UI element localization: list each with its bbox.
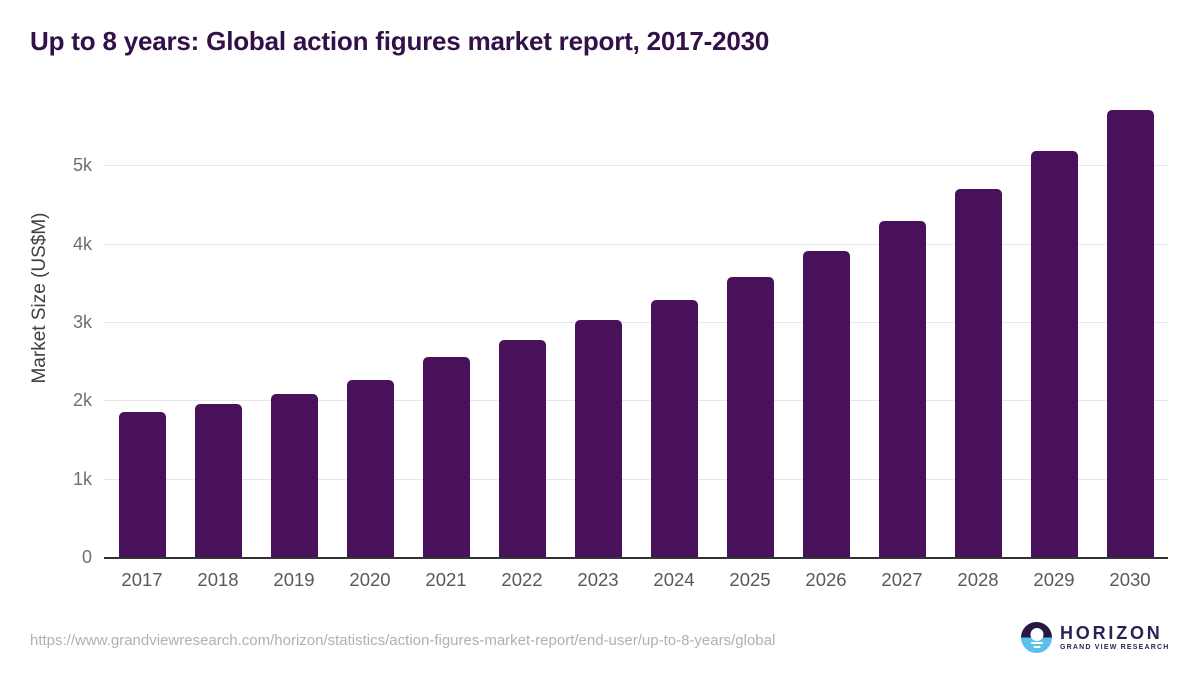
bar-2030[interactable] <box>1106 110 1154 557</box>
bar-2026[interactable] <box>802 251 850 557</box>
logo-sun-shape <box>1030 628 1043 641</box>
horizon-logo-icon <box>1021 622 1052 653</box>
bar-2025[interactable] <box>726 277 774 557</box>
bar-slot-2019 <box>256 100 332 557</box>
bar-2020[interactable] <box>346 380 394 557</box>
bar-slot-2026 <box>788 100 864 557</box>
bar-slot-2027 <box>864 100 940 557</box>
bar-slot-2020 <box>332 100 408 557</box>
bar-slot-2024 <box>636 100 712 557</box>
x-tick-label-2017: 2017 <box>121 569 163 590</box>
x-tick-label-2018: 2018 <box>197 569 239 590</box>
bar-2029[interactable] <box>1030 151 1078 557</box>
logo-tagline-text: GRAND VIEW RESEARCH <box>1060 644 1170 651</box>
x-tick-label-2020: 2020 <box>349 569 391 590</box>
x-tick-label-2021: 2021 <box>425 569 467 590</box>
y-tick-label-3k: 3k <box>72 312 92 332</box>
bar-slot-2022 <box>484 100 560 557</box>
x-tick-label-2024: 2024 <box>653 569 695 590</box>
bar-2023[interactable] <box>574 320 622 557</box>
gridline-4k <box>104 243 1168 245</box>
bar-2018[interactable] <box>194 404 242 557</box>
x-tick-label-2022: 2022 <box>501 569 543 590</box>
y-tick-label-0: 0 <box>81 547 92 567</box>
bar-slot-2028 <box>940 100 1016 557</box>
y-tick-label-5k: 5k <box>72 155 92 175</box>
logo-reflection-line <box>1030 642 1043 644</box>
bar-slot-2021 <box>408 100 484 557</box>
x-tick-label-2019: 2019 <box>273 569 315 590</box>
bar-2021[interactable] <box>422 357 470 557</box>
bar-slot-2018 <box>180 100 256 557</box>
source-url: https://www.grandviewresearch.com/horizo… <box>30 632 776 649</box>
bar-2027[interactable] <box>878 221 926 557</box>
bar-2028[interactable] <box>954 189 1002 557</box>
x-tick-label-2028: 2028 <box>957 569 999 590</box>
y-tick-label-1k: 1k <box>72 469 92 489</box>
x-tick-label-2030: 2030 <box>1109 569 1151 590</box>
logo-brand-text: HORIZON <box>1060 623 1163 643</box>
y-tick-label-2k: 2k <box>72 390 92 410</box>
gridline-5k <box>104 165 1168 167</box>
bar-slot-2029 <box>1016 100 1092 557</box>
x-tick-label-2023: 2023 <box>577 569 619 590</box>
gridline-3k <box>104 321 1168 323</box>
bar-slot-2030 <box>1092 100 1168 557</box>
bar-2017[interactable] <box>118 412 166 557</box>
bar-2022[interactable] <box>498 340 546 557</box>
plot-area <box>104 100 1168 559</box>
y-tick-label-4k: 4k <box>72 234 92 254</box>
chart-title: Up to 8 years: Global action figures mar… <box>30 26 770 56</box>
x-tick-label-2027: 2027 <box>881 569 923 590</box>
x-tick-label-2025: 2025 <box>729 569 771 590</box>
bar-slot-2023 <box>560 100 636 557</box>
gridline-2k <box>104 400 1168 402</box>
gridline-1k <box>104 478 1168 480</box>
horizon-logo[interactable]: HORIZON GRAND VIEW RESEARCH <box>1021 622 1170 653</box>
bar-slot-2025 <box>712 100 788 557</box>
x-tick-labels: 2017 2018 2019 2020 2021 2022 2023 2024 2025 2026… <box>104 569 1168 591</box>
x-tick-label-2026: 2026 <box>805 569 847 590</box>
x-tick-label-2029: 2029 <box>1033 569 1075 590</box>
logo-reflection-line <box>1033 646 1040 648</box>
bar-2019[interactable] <box>270 394 318 557</box>
bar-2024[interactable] <box>650 300 698 557</box>
bar-slot-2017 <box>104 100 180 557</box>
x-axis-line <box>104 557 1168 559</box>
bars-row <box>104 100 1168 557</box>
